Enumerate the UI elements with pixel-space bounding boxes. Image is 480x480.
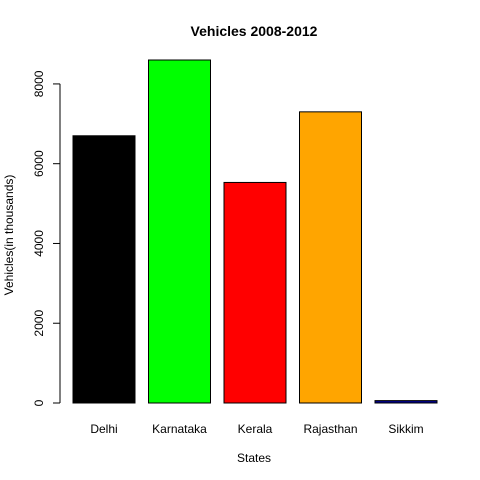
bar-sikkim: [374, 400, 438, 404]
y-tick-label: 8000: [32, 70, 46, 97]
y-tick-label: 4000: [32, 230, 46, 257]
y-tick-label: 2000: [32, 310, 46, 337]
x-axis-label: States: [237, 451, 271, 465]
y-axis-label: Vehicles(in thousands): [2, 175, 16, 296]
y-axis: 0 2000 4000 6000 8000: [32, 70, 61, 406]
x-tick-label-karnataka: Karnataka: [152, 422, 207, 436]
x-tick-label-delhi: Delhi: [90, 422, 117, 436]
x-tick-label-sikkim: Sikkim: [388, 422, 423, 436]
bar-rajasthan: [299, 111, 362, 404]
y-tick-label: 6000: [32, 150, 46, 177]
chart-title: Vehicles 2008-2012: [191, 23, 318, 39]
bar-kerala: [223, 181, 287, 404]
y-tick-label: 0: [32, 399, 46, 406]
x-tick-label-kerala: Kerala: [238, 422, 273, 436]
bar-karnataka: [148, 59, 211, 404]
bar-delhi: [72, 135, 136, 404]
x-tick-label-rajasthan: Rajasthan: [303, 422, 357, 436]
bars-group: [72, 59, 438, 404]
x-tick-labels: Delhi Karnataka Kerala Rajasthan Sikkim: [90, 422, 423, 436]
